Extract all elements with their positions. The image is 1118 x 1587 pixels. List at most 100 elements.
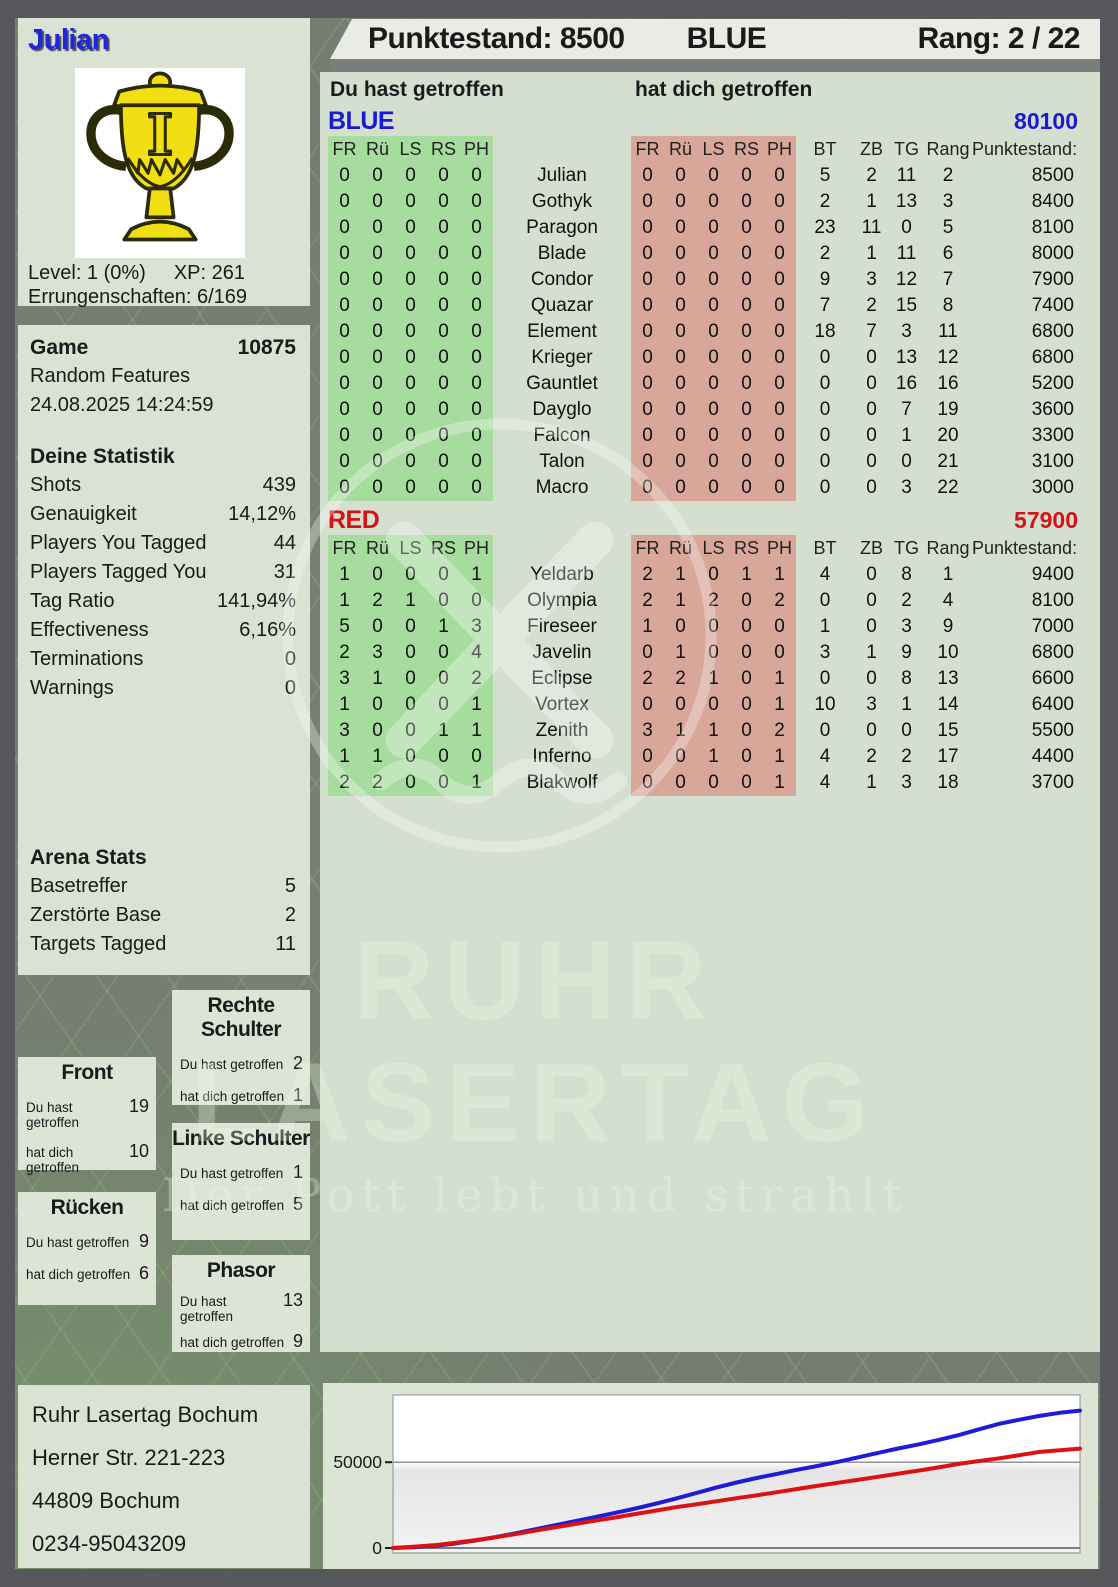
hit-you-cell: 0 (664, 293, 697, 319)
your-stat-row: Effectiveness 6,16% (30, 616, 296, 645)
zb-cell: 0 (866, 425, 877, 446)
hit-zone-box-front: Front Du hast getroffen 19 hat dich getroff… (18, 1057, 156, 1175)
punktestand-cell: 3100 (1031, 451, 1074, 472)
stat-label: Effectiveness (30, 619, 149, 641)
hit-you-cell: 1 (697, 718, 730, 744)
stat-header: TG (894, 538, 919, 558)
tg-cell: 7 (901, 399, 912, 420)
player-row: 3 1 0 0 2 Eclipse 2 2 1 0 1 0 0 8 13 6600 (328, 666, 1076, 692)
hit-zone-title: Front (61, 1061, 113, 1084)
you-hit-cell: 0 (460, 215, 493, 241)
you-hit-cell: 0 (460, 319, 493, 345)
rang-cell: 7 (942, 269, 954, 290)
player-row: 0 0 0 0 0 Quazar 0 0 0 0 0 7 2 15 8 7400 (328, 293, 1076, 319)
player-name-cell: Zenith (535, 720, 589, 741)
player-name-cell: Vortex (535, 694, 589, 715)
hit-you-cell: 0 (664, 770, 697, 796)
hit-zone-row-label: hat dich getroffen (180, 1198, 285, 1213)
hit-you-cell: 2 (631, 588, 664, 614)
player-name-cell: Talon (539, 451, 585, 472)
hit-you-cell: 0 (697, 319, 730, 345)
you-hit-cell: 0 (460, 241, 493, 267)
punktestand-cell: 6800 (1031, 642, 1074, 663)
game-datetime: 24.08.2025 14:24:59 (30, 394, 214, 416)
your-stat-row: Warnings 0 (30, 674, 296, 703)
zone-header-hit-you: FR (631, 136, 664, 163)
hit-you-cell: 1 (730, 562, 763, 588)
player-name-cell: Eclipse (531, 668, 593, 689)
player-name-cell: Condor (530, 269, 594, 290)
bt-cell: 0 (819, 399, 831, 420)
stat-label: Basetreffer (30, 875, 128, 897)
zone-header-hit-you: LS (697, 535, 730, 562)
hit-you-cell: 1 (697, 666, 730, 692)
hit-you-cell: 0 (697, 397, 730, 423)
you-hit-cell: 1 (328, 562, 361, 588)
bt-cell: 0 (819, 451, 831, 472)
you-hit-cell: 0 (361, 215, 394, 241)
hit-zone-hit-you-row: hat dich getroffen 10 (18, 1141, 156, 1175)
hit-you-cell: 0 (730, 588, 763, 614)
rang-cell: 17 (937, 746, 959, 767)
hit-you-cell: 0 (730, 423, 763, 449)
team-label-row: RED 57900 (328, 505, 1084, 535)
punktestand-cell: 6400 (1031, 694, 1074, 715)
you-hit-cell: 0 (394, 449, 427, 475)
tg-cell: 0 (901, 217, 912, 238)
hit-you-cell: 0 (730, 744, 763, 770)
rang-cell: 18 (937, 772, 959, 793)
you-hit-cell: 0 (427, 371, 460, 397)
rang-cell: 14 (937, 694, 959, 715)
score-chart-panel: 0 50000 (323, 1383, 1098, 1569)
you-hit-cell: 0 (394, 423, 427, 449)
you-hit-cell: 1 (427, 614, 460, 640)
hit-you-cell: 0 (631, 475, 664, 501)
player-row: 1 2 1 0 0 Olympia 2 1 2 0 2 0 0 2 4 8100 (328, 588, 1076, 614)
hit-you-cell: 0 (763, 397, 796, 423)
you-hit-cell: 1 (328, 692, 361, 718)
bt-cell: 5 (819, 165, 831, 186)
punktestand-cell: 7000 (1031, 616, 1074, 637)
trophy-icon: I (86, 71, 234, 242)
player-name-cell: Macro (535, 477, 589, 498)
punktestand-cell: 7900 (1031, 269, 1074, 290)
stat-value: 141,94% (217, 590, 296, 612)
you-hit-cell: 0 (460, 475, 493, 501)
you-hit-cell: 2 (328, 640, 361, 666)
hit-you-cell: 0 (664, 189, 697, 215)
name-header (493, 535, 631, 562)
hit-zone-box-r-cken: Rücken Du hast getroffen 9 hat dich getroff… (18, 1192, 156, 1305)
hit-you-cell: 0 (697, 371, 730, 397)
stat-value: 44 (273, 532, 296, 554)
you-hit-cell: 0 (394, 692, 427, 718)
hit-you-cell: 0 (697, 614, 730, 640)
hit-zone-row-value: 5 (292, 1194, 303, 1214)
player-name-cell: Inferno (532, 746, 592, 767)
tg-cell: 9 (901, 642, 912, 663)
stat-label: Zerstörte Base (30, 904, 162, 926)
punktestand-cell: 3700 (1031, 772, 1074, 793)
zone-header-you-hit: FR (328, 136, 361, 163)
you-hit-cell: 5 (328, 614, 361, 640)
hit-you-cell: 0 (763, 319, 796, 345)
you-hit-cell: 0 (328, 371, 361, 397)
stat-header: Punktestand: (972, 538, 1078, 558)
hit-you-cell: 0 (763, 163, 796, 189)
zone-header-hit-you: Rü (664, 535, 697, 562)
player-row: 0 0 0 0 0 Paragon 0 0 0 0 0 23 11 0 5 8100 (328, 215, 1076, 241)
team-section-red: RED 57900 FR Rü LS RS PH FR Rü LS RS PH BT ZB TG Rang Pu… (328, 505, 1084, 796)
punktestand-cell: 3600 (1031, 399, 1074, 420)
hit-you-cell: 0 (763, 371, 796, 397)
stat-label: Shots (30, 474, 82, 496)
hit-you-cell: 0 (664, 345, 697, 371)
rang-cell: 10 (937, 642, 959, 663)
you-hit-cell: 0 (427, 267, 460, 293)
player-row: 0 0 0 0 0 Julian 0 0 0 0 0 5 2 11 2 8500 (328, 163, 1076, 189)
hit-you-cell: 0 (730, 293, 763, 319)
hit-you-cell: 0 (664, 692, 697, 718)
punktestand-cell: 7400 (1031, 295, 1074, 316)
zb-cell: 1 (866, 642, 877, 663)
stat-value: 5 (284, 875, 296, 897)
hit-you-cell: 0 (730, 319, 763, 345)
